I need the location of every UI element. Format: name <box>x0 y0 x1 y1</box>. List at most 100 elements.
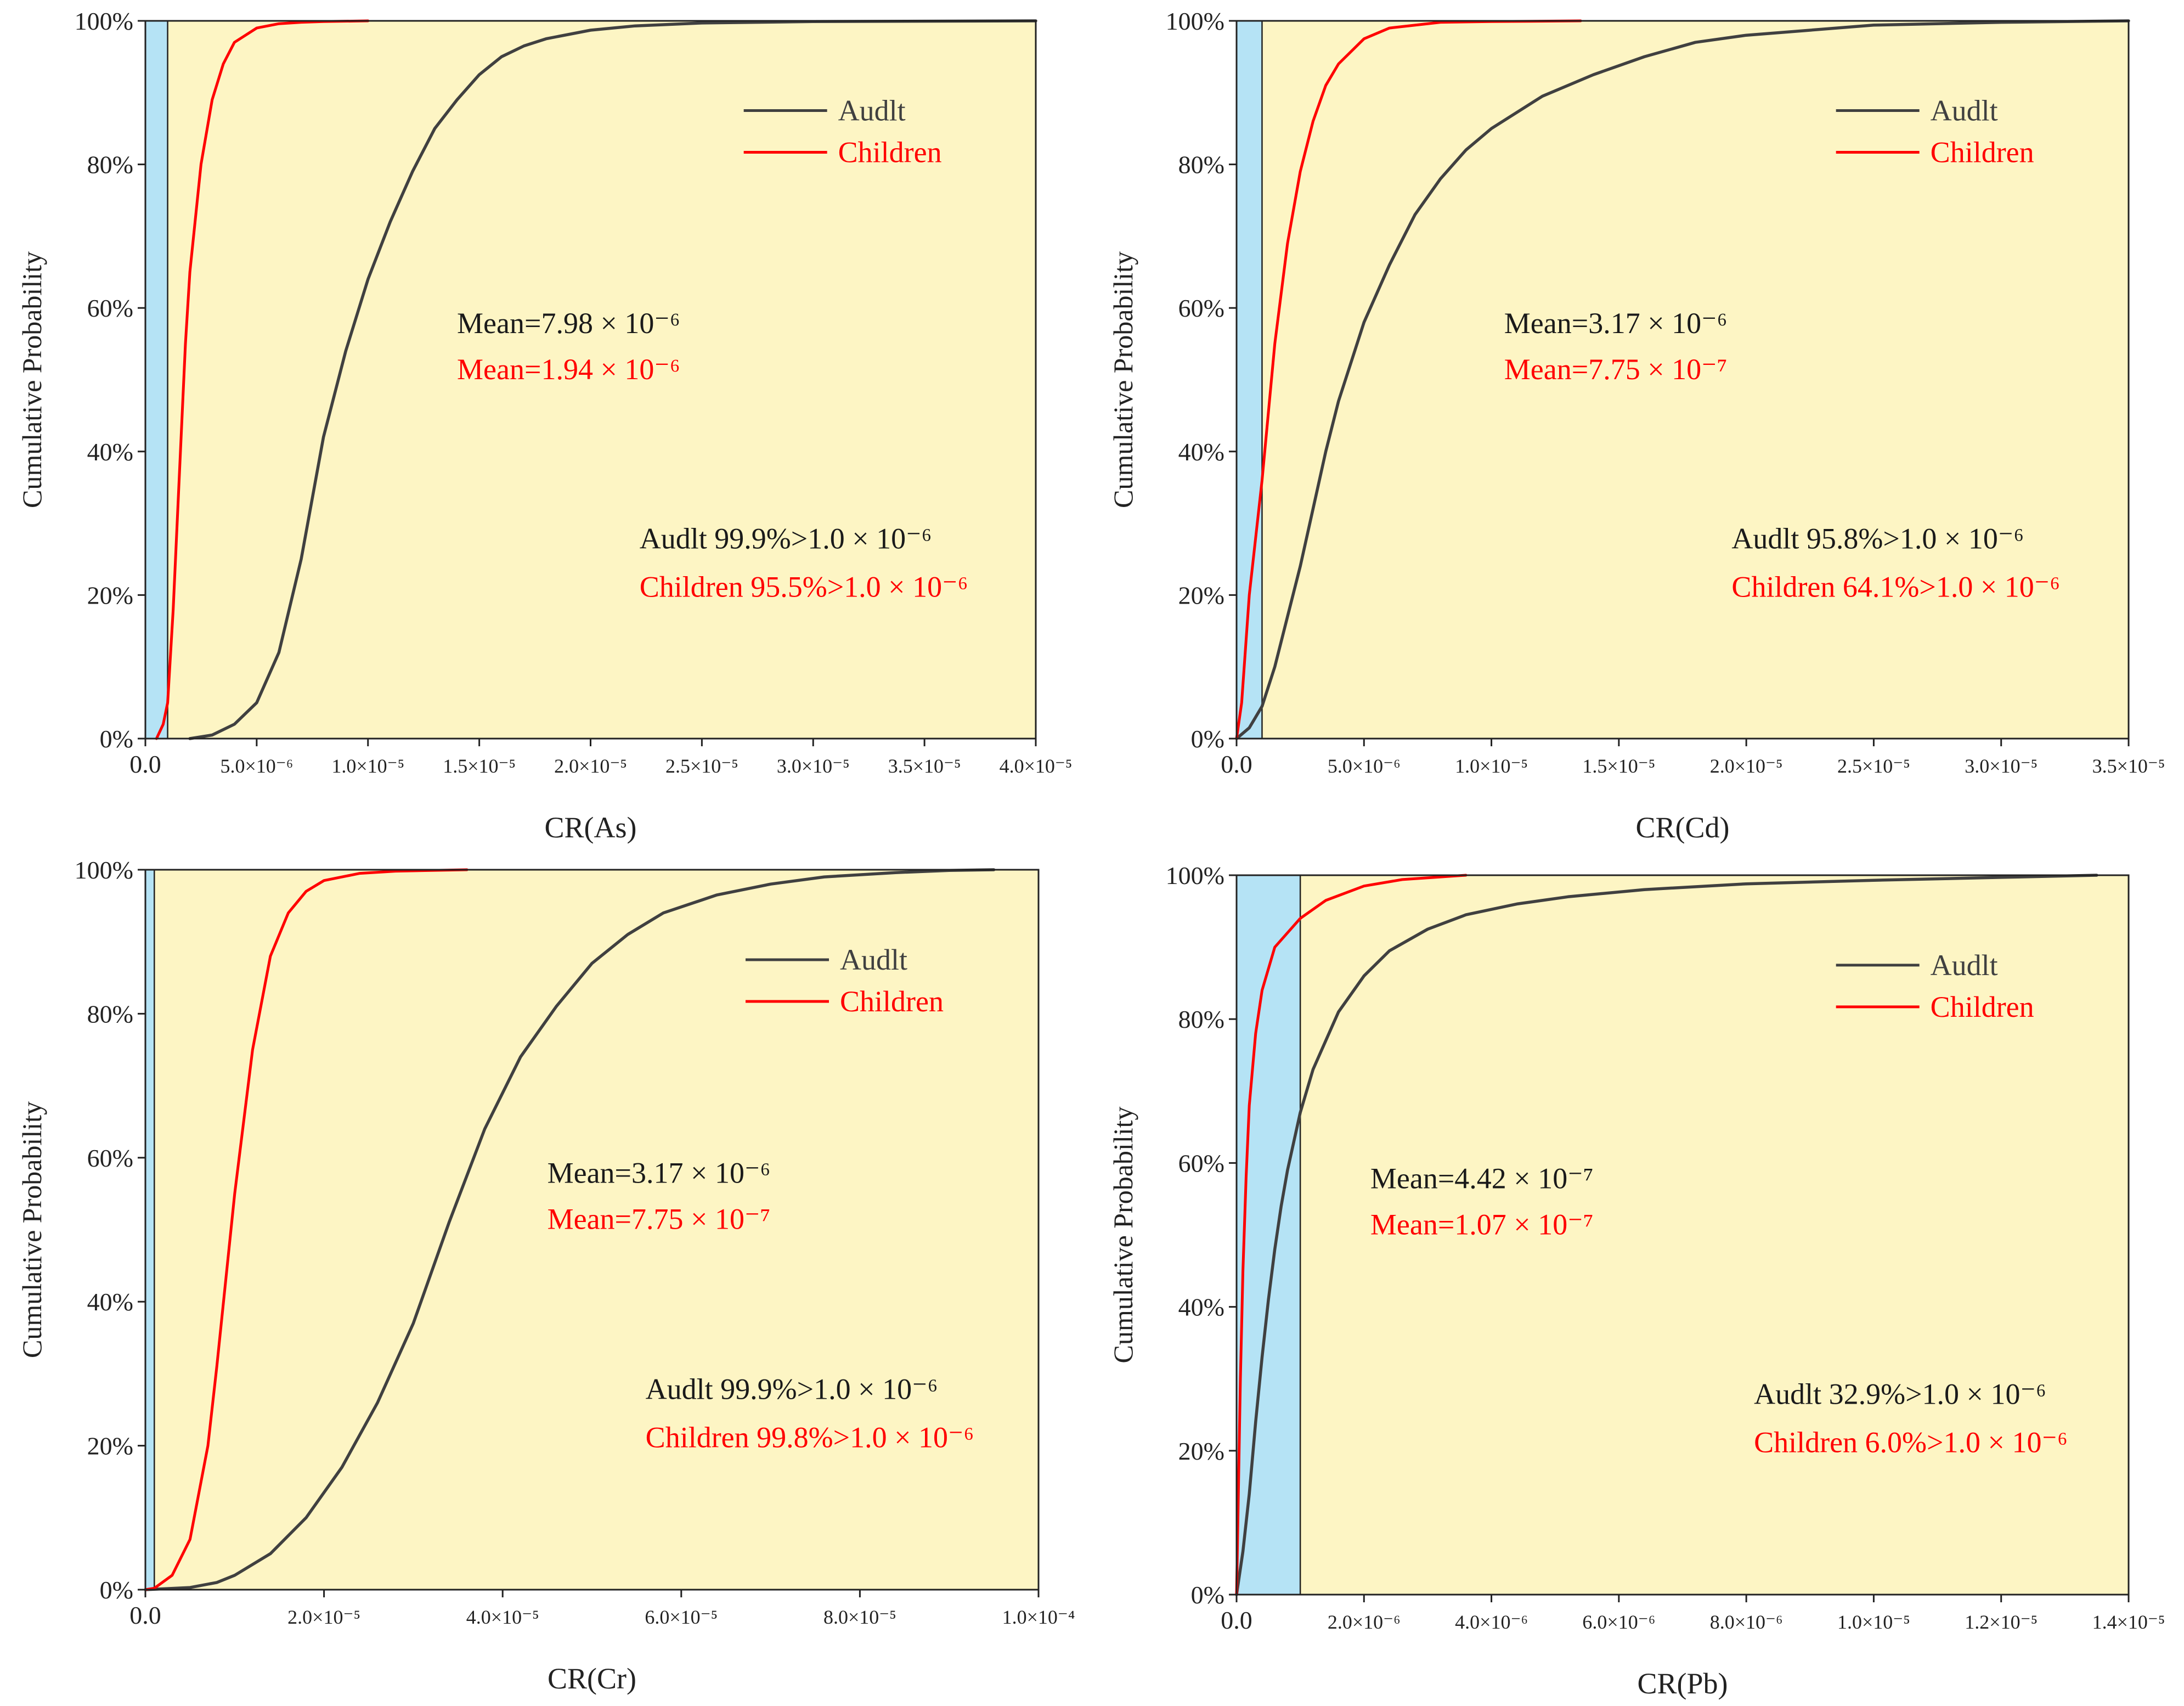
y-tick-label: 20% <box>87 581 133 609</box>
x-tick-label: 0.0 <box>129 750 161 778</box>
y-tick-label: 40% <box>87 438 133 466</box>
y-tick-label: 20% <box>1178 1437 1224 1465</box>
threshold-band <box>145 21 168 739</box>
legend-label-audlt: Audlt <box>1931 94 1998 127</box>
plot-background <box>145 21 1036 739</box>
children-mean-annotation: Mean=7.75 × 10⁻⁷ <box>548 1203 771 1236</box>
plot-frame <box>1235 20 2130 740</box>
children-mean-annotation: Mean=1.07 × 10⁻⁷ <box>1370 1208 1594 1241</box>
y-axis-title: Cumulative Probability <box>16 1101 47 1358</box>
x-tick-label: 2.0×10⁻⁵ <box>1710 755 1783 777</box>
x-tick-label: 0.0 <box>1221 1606 1252 1634</box>
x-axis-title: CR(Cd) <box>1635 811 1729 844</box>
children-exceedance-annotation: Children 99.8%>1.0 × 10⁻⁶ <box>646 1421 974 1454</box>
legend-label-audlt: Audlt <box>840 943 907 976</box>
x-axis-title: CR(As) <box>544 811 636 844</box>
x-tick-label: 5.0×10⁻⁶ <box>220 755 293 777</box>
children-exceedance-annotation: Children 64.1%>1.0 × 10⁻⁶ <box>1731 570 2060 603</box>
series-line-children <box>1235 19 1582 740</box>
x-tick-label: 2.0×10⁻⁶ <box>1328 1611 1401 1633</box>
x-tick-label: 1.5×10⁻⁵ <box>443 755 516 777</box>
x-tick-label: 1.0×10⁻⁵ <box>1837 1611 1910 1633</box>
plot-background <box>1237 21 2129 739</box>
y-tick-label: 80% <box>1178 151 1224 179</box>
plot-background <box>145 870 1039 1590</box>
y-tick-label: 60% <box>1178 294 1224 322</box>
legend-label-children: Children <box>1931 990 2034 1023</box>
y-tick-label: 80% <box>1178 1005 1224 1033</box>
y-tick-label: 100% <box>1166 862 1224 889</box>
x-tick-label: 1.0×10⁻⁴ <box>1002 1606 1075 1628</box>
y-tick-label: 40% <box>87 1288 133 1316</box>
y-tick-label: 40% <box>1178 438 1224 466</box>
x-tick-label: 0.0 <box>1221 750 1252 778</box>
plot-background <box>1237 875 2129 1595</box>
legend-label-audlt: Audlt <box>1931 949 1998 982</box>
children-mean-annotation: Mean=7.75 × 10⁻⁷ <box>1504 353 1728 386</box>
children-exceedance-annotation: Children 95.5%>1.0 × 10⁻⁶ <box>640 570 968 603</box>
y-tick-label: 0% <box>100 725 133 753</box>
y-tick-label: 80% <box>87 151 133 179</box>
x-tick-label: 2.5×10⁻⁵ <box>665 755 738 777</box>
y-tick-label: 60% <box>87 1144 133 1172</box>
y-tick-label: 80% <box>87 1000 133 1028</box>
series-line-audlt <box>188 19 1037 740</box>
legend-label-audlt: Audlt <box>838 94 906 127</box>
plot-frame <box>1235 874 2130 1596</box>
adult-exceedance-annotation: Audlt 99.9%>1.0 × 10⁻⁶ <box>640 522 932 555</box>
x-tick-label: 1.0×10⁻⁵ <box>1455 755 1528 777</box>
x-tick-label: 3.0×10⁻⁵ <box>777 755 850 777</box>
x-tick-label: 3.5×10⁻⁵ <box>888 755 961 777</box>
chart-panel-crpb: 0% 20% 40% 60% 80% 100% 0.0 2.0×10⁻⁶ 4.0×10⁻⁶ 6.0… <box>1108 862 2165 1700</box>
series-line-children <box>1235 874 1468 1596</box>
x-tick-label: 6.0×10⁻⁶ <box>1582 1611 1655 1633</box>
adult-exceedance-annotation: Audlt 99.9%>1.0 × 10⁻⁶ <box>646 1372 938 1405</box>
adult-mean-annotation: Mean=4.42 × 10⁻⁷ <box>1370 1162 1594 1195</box>
y-tick-label: 0% <box>100 1576 133 1604</box>
legend-label-children: Children <box>1931 136 2034 169</box>
x-tick-label: 1.2×10⁻⁵ <box>1965 1611 2038 1633</box>
children-exceedance-annotation: Children 6.0%>1.0 × 10⁻⁶ <box>1754 1426 2068 1459</box>
legend-label-children: Children <box>838 136 942 169</box>
adult-exceedance-annotation: Audlt 32.9%>1.0 × 10⁻⁶ <box>1754 1378 2046 1411</box>
x-tick-label: 4.0×10⁻⁵ <box>1000 755 1073 777</box>
x-tick-label: 1.0×10⁻⁵ <box>331 755 404 777</box>
x-tick-label: 0.0 <box>129 1601 161 1629</box>
x-tick-label: 1.5×10⁻⁵ <box>1582 755 1655 777</box>
x-tick-label: 8.0×10⁻⁶ <box>1710 1611 1783 1633</box>
x-tick-label: 2.0×10⁻⁵ <box>554 755 627 777</box>
adult-mean-annotation: Mean=3.17 × 10⁻⁶ <box>1504 307 1728 340</box>
series-line-children <box>155 19 370 740</box>
x-tick-label: 3.5×10⁻⁵ <box>2092 755 2165 777</box>
y-tick-label: 100% <box>75 7 133 35</box>
y-tick-label: 100% <box>1166 7 1224 35</box>
x-axis-title: CR(Pb) <box>1637 1667 1728 1700</box>
x-axis-title: CR(Cr) <box>548 1662 636 1695</box>
y-tick-label: 60% <box>1178 1149 1224 1177</box>
adult-mean-annotation: Mean=7.98 × 10⁻⁶ <box>457 307 680 340</box>
adult-mean-annotation: Mean=3.17 × 10⁻⁶ <box>548 1157 771 1190</box>
y-axis-title: Cumulative Probability <box>16 251 47 508</box>
chart-panel-cras: 0% 20% 40% 60% 80% 100% 0.0 5.0×10⁻⁶ 1.0×10⁻⁵ 1.5… <box>16 7 1072 844</box>
series-line-audlt <box>144 868 996 1591</box>
plot-frame <box>144 869 1040 1591</box>
chart-panel-crcd: 0% 20% 40% 60% 80% 100% 0.0 5.0×10⁻⁶ 1.0×10⁻⁵ 1.5… <box>1108 7 2165 844</box>
x-tick-label: 6.0×10⁻⁵ <box>645 1606 718 1628</box>
series-line-children <box>144 868 469 1591</box>
y-tick-label: 0% <box>1191 1581 1224 1609</box>
adult-exceedance-annotation: Audlt 95.8%>1.0 × 10⁻⁶ <box>1731 522 2024 555</box>
y-tick-label: 40% <box>1178 1293 1224 1321</box>
series-line-audlt <box>1235 19 2130 740</box>
children-mean-annotation: Mean=1.94 × 10⁻⁶ <box>457 353 680 386</box>
x-tick-label: 4.0×10⁻⁶ <box>1455 1611 1528 1633</box>
y-axis-title: Cumulative Probability <box>1108 1106 1138 1363</box>
x-tick-label: 3.0×10⁻⁵ <box>1965 755 2038 777</box>
threshold-band <box>1237 21 1262 739</box>
x-tick-label: 2.0×10⁻⁵ <box>287 1606 360 1628</box>
chart-panel-crcr: 0% 20% 40% 60% 80% 100% 0.0 2.0×10⁻⁵ 4.0×10⁻⁵ 6.0… <box>16 856 1075 1695</box>
y-tick-label: 20% <box>87 1432 133 1460</box>
legend-label-children: Children <box>840 985 944 1018</box>
threshold-band <box>1237 875 1301 1595</box>
y-tick-label: 60% <box>87 294 133 322</box>
